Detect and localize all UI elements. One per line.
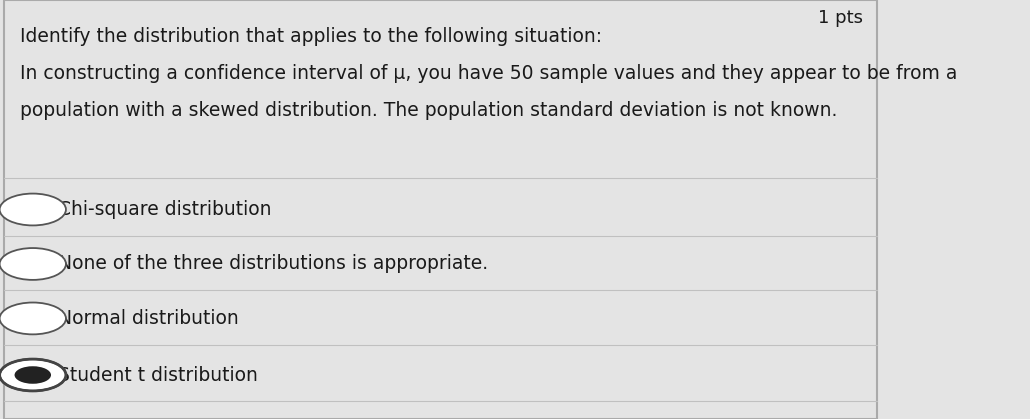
FancyBboxPatch shape <box>4 0 877 419</box>
Text: None of the three distributions is appropriate.: None of the three distributions is appro… <box>58 254 488 274</box>
Circle shape <box>14 366 52 384</box>
Text: Normal distribution: Normal distribution <box>58 309 239 328</box>
Circle shape <box>0 303 66 334</box>
Circle shape <box>0 359 66 391</box>
Text: Identify the distribution that applies to the following situation:: Identify the distribution that applies t… <box>20 27 602 46</box>
Text: Chi-square distribution: Chi-square distribution <box>58 200 272 219</box>
Text: In constructing a confidence interval of μ, you have 50 sample values and they a: In constructing a confidence interval of… <box>20 64 957 83</box>
Text: 1 pts: 1 pts <box>819 9 863 27</box>
Text: Student t distribution: Student t distribution <box>58 365 258 385</box>
Circle shape <box>0 194 66 225</box>
Text: population with a skewed distribution. The population standard deviation is not : population with a skewed distribution. T… <box>20 101 837 120</box>
Circle shape <box>0 248 66 280</box>
